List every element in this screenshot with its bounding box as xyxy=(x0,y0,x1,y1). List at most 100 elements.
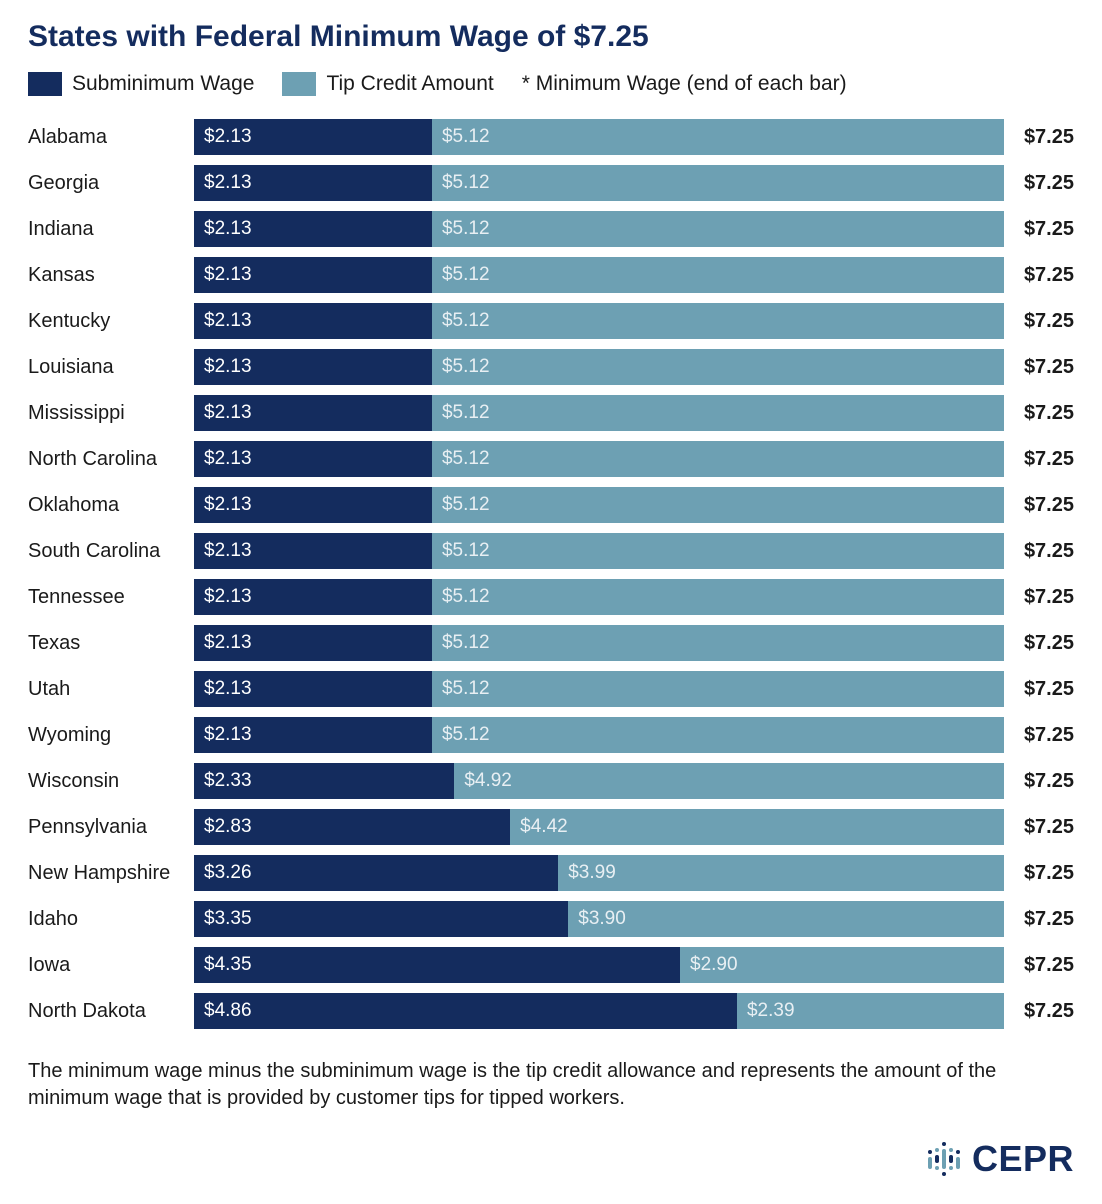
state-label: Mississippi xyxy=(28,402,194,425)
bar-segment-tipcredit: $5.12 xyxy=(432,165,1004,201)
state-label: Wyoming xyxy=(28,724,194,747)
bar-row: South Carolina$2.13$5.12$7.25 xyxy=(28,532,1074,570)
bar-row: Louisiana$2.13$5.12$7.25 xyxy=(28,348,1074,386)
bar-segment-tipcredit: $5.12 xyxy=(432,625,1004,661)
state-label: Texas xyxy=(28,632,194,655)
bar-segment-tipcredit: $5.12 xyxy=(432,303,1004,339)
bar-total-label: $7.25 xyxy=(1004,1000,1074,1023)
bar: $2.13$5.12 xyxy=(194,625,1004,661)
bar-segment-tipcredit: $3.90 xyxy=(568,901,1004,937)
bar: $2.13$5.12 xyxy=(194,533,1004,569)
bar-row: Kentucky$2.13$5.12$7.25 xyxy=(28,302,1074,340)
state-label: Oklahoma xyxy=(28,494,194,517)
state-label: Kentucky xyxy=(28,310,194,333)
state-label: Indiana xyxy=(28,218,194,241)
bar-segment-subminimum: $3.35 xyxy=(194,901,568,937)
bar-segment-tipcredit: $5.12 xyxy=(432,119,1004,155)
bar-row: Indiana$2.13$5.12$7.25 xyxy=(28,210,1074,248)
bar-segment-tipcredit: $2.39 xyxy=(737,993,1004,1029)
bar-segment-tipcredit: $5.12 xyxy=(432,579,1004,615)
bar-segment-tipcredit: $5.12 xyxy=(432,671,1004,707)
bar: $2.13$5.12 xyxy=(194,349,1004,385)
bar-segment-tipcredit: $5.12 xyxy=(432,257,1004,293)
bar-row: Kansas$2.13$5.12$7.25 xyxy=(28,256,1074,294)
state-label: Wisconsin xyxy=(28,770,194,793)
bar-segment-subminimum: $2.13 xyxy=(194,579,432,615)
bar-segment-subminimum: $3.26 xyxy=(194,855,558,891)
bar-row: Texas$2.13$5.12$7.25 xyxy=(28,624,1074,662)
bar-segment-tipcredit: $5.12 xyxy=(432,717,1004,753)
bar: $2.83$4.42 xyxy=(194,809,1004,845)
bar: $2.13$5.12 xyxy=(194,487,1004,523)
legend-label-tipcredit: Tip Credit Amount xyxy=(326,72,493,96)
footer: CEPR xyxy=(28,1138,1074,1180)
bar-segment-tipcredit: $3.99 xyxy=(558,855,1004,891)
bar-total-label: $7.25 xyxy=(1004,356,1074,379)
state-label: New Hampshire xyxy=(28,862,194,885)
legend-note: * Minimum Wage (end of each bar) xyxy=(522,72,847,96)
bar: $2.13$5.12 xyxy=(194,119,1004,155)
bar-total-label: $7.25 xyxy=(1004,724,1074,747)
bar-segment-subminimum: $4.35 xyxy=(194,947,680,983)
bar-segment-tipcredit: $5.12 xyxy=(432,533,1004,569)
bar-segment-subminimum: $2.13 xyxy=(194,211,432,247)
bar: $2.13$5.12 xyxy=(194,395,1004,431)
legend: Subminimum Wage Tip Credit Amount * Mini… xyxy=(28,72,1074,96)
bar-total-label: $7.25 xyxy=(1004,954,1074,977)
bar: $4.35$2.90 xyxy=(194,947,1004,983)
bar-row: Mississippi$2.13$5.12$7.25 xyxy=(28,394,1074,432)
bar: $2.13$5.12 xyxy=(194,165,1004,201)
bar-row: Georgia$2.13$5.12$7.25 xyxy=(28,164,1074,202)
bar-total-label: $7.25 xyxy=(1004,678,1074,701)
bar-segment-tipcredit: $2.90 xyxy=(680,947,1004,983)
bar-total-label: $7.25 xyxy=(1004,264,1074,287)
bar-total-label: $7.25 xyxy=(1004,126,1074,149)
bar-segment-tipcredit: $5.12 xyxy=(432,441,1004,477)
state-label: North Dakota xyxy=(28,1000,194,1023)
state-label: Tennessee xyxy=(28,586,194,609)
bar-total-label: $7.25 xyxy=(1004,632,1074,655)
bar-segment-subminimum: $2.83 xyxy=(194,809,510,845)
state-label: Alabama xyxy=(28,126,194,149)
state-label: South Carolina xyxy=(28,540,194,563)
bar-segment-tipcredit: $5.12 xyxy=(432,487,1004,523)
bar-total-label: $7.25 xyxy=(1004,816,1074,839)
bar-row: North Dakota$4.86$2.39$7.25 xyxy=(28,992,1074,1030)
legend-item-tipcredit: Tip Credit Amount xyxy=(282,72,493,96)
bar-row: Pennsylvania$2.83$4.42$7.25 xyxy=(28,808,1074,846)
legend-swatch-tipcredit xyxy=(282,72,316,96)
bar-total-label: $7.25 xyxy=(1004,402,1074,425)
bar-row: Utah$2.13$5.12$7.25 xyxy=(28,670,1074,708)
bar-segment-subminimum: $2.13 xyxy=(194,257,432,293)
state-label: Iowa xyxy=(28,954,194,977)
footnote: The minimum wage minus the subminimum wa… xyxy=(28,1058,1048,1112)
bar-segment-tipcredit: $5.12 xyxy=(432,211,1004,247)
chart-title: States with Federal Minimum Wage of $7.2… xyxy=(28,20,1074,54)
state-label: Georgia xyxy=(28,172,194,195)
bar-segment-subminimum: $2.13 xyxy=(194,671,432,707)
bar-row: Wyoming$2.13$5.12$7.25 xyxy=(28,716,1074,754)
legend-label-subminimum: Subminimum Wage xyxy=(72,72,254,96)
bar-segment-tipcredit: $5.12 xyxy=(432,395,1004,431)
bar-total-label: $7.25 xyxy=(1004,862,1074,885)
bar-row: New Hampshire$3.26$3.99$7.25 xyxy=(28,854,1074,892)
bar-row: Iowa$4.35$2.90$7.25 xyxy=(28,946,1074,984)
state-label: Louisiana xyxy=(28,356,194,379)
bar-total-label: $7.25 xyxy=(1004,172,1074,195)
cepr-logo-icon xyxy=(926,1142,962,1176)
bar-total-label: $7.25 xyxy=(1004,218,1074,241)
legend-item-subminimum: Subminimum Wage xyxy=(28,72,254,96)
bar-segment-tipcredit: $4.42 xyxy=(510,809,1004,845)
bar-segment-subminimum: $2.33 xyxy=(194,763,454,799)
bar-segment-subminimum: $2.13 xyxy=(194,625,432,661)
bar: $2.13$5.12 xyxy=(194,717,1004,753)
bar-segment-subminimum: $2.13 xyxy=(194,165,432,201)
bar-total-label: $7.25 xyxy=(1004,448,1074,471)
bar-row: Wisconsin$2.33$4.92$7.25 xyxy=(28,762,1074,800)
bar-row: Oklahoma$2.13$5.12$7.25 xyxy=(28,486,1074,524)
state-label: Utah xyxy=(28,678,194,701)
bar-segment-subminimum: $2.13 xyxy=(194,303,432,339)
bar: $3.35$3.90 xyxy=(194,901,1004,937)
bar-total-label: $7.25 xyxy=(1004,770,1074,793)
bar: $2.13$5.12 xyxy=(194,211,1004,247)
